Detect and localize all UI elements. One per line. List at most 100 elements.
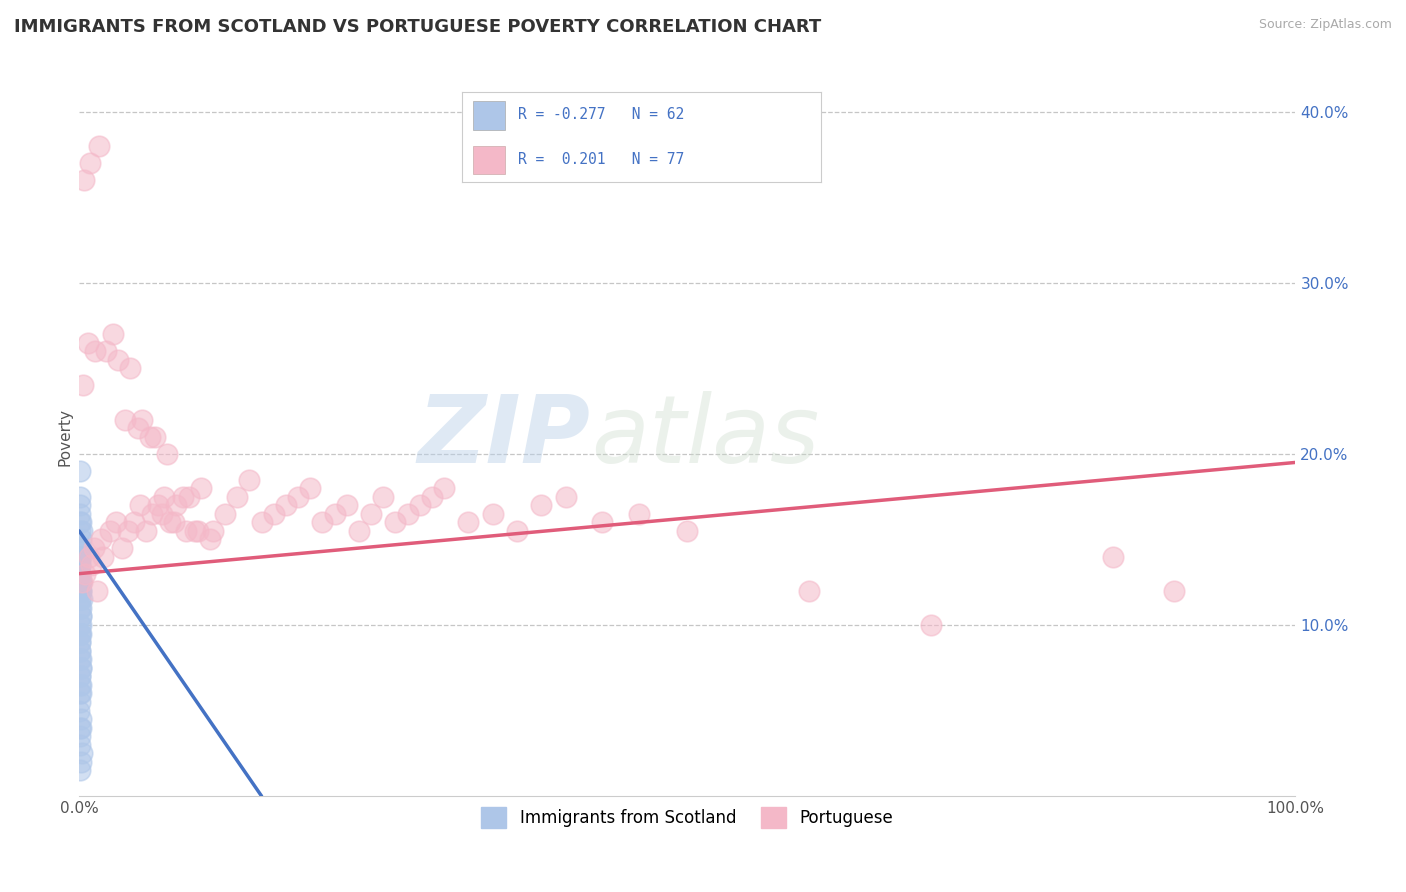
Point — [920, 618, 942, 632]
Point — [69, 609, 91, 624]
Point — [69, 635, 91, 649]
Point — [131, 412, 153, 426]
Point — [676, 524, 699, 538]
Point — [187, 524, 209, 538]
Point — [94, 344, 117, 359]
Point — [114, 412, 136, 426]
Point — [69, 541, 91, 555]
Text: atlas: atlas — [591, 392, 820, 483]
Point — [69, 643, 91, 657]
Point — [69, 549, 91, 564]
Text: ZIP: ZIP — [418, 391, 591, 483]
Point — [69, 704, 91, 718]
Point — [70, 541, 93, 555]
Point — [98, 524, 121, 538]
Point — [373, 490, 395, 504]
Point — [120, 361, 142, 376]
Point — [70, 652, 93, 666]
Point — [69, 618, 91, 632]
Point — [150, 507, 173, 521]
Point — [69, 626, 91, 640]
Point — [69, 652, 91, 666]
Point — [90, 533, 112, 547]
Point — [80, 558, 103, 573]
Point — [69, 583, 91, 598]
Point — [69, 507, 91, 521]
Point — [69, 524, 91, 538]
Point — [70, 516, 93, 530]
Point — [69, 498, 91, 512]
Point — [238, 473, 260, 487]
Point — [69, 575, 91, 590]
Point — [69, 764, 91, 778]
Point — [129, 498, 152, 512]
Point — [250, 516, 273, 530]
Point — [69, 643, 91, 657]
Point — [409, 498, 432, 512]
Point — [274, 498, 297, 512]
Point — [69, 721, 91, 735]
Point — [70, 686, 93, 700]
Point — [86, 583, 108, 598]
Point — [420, 490, 443, 504]
Point — [70, 755, 93, 769]
Point — [69, 695, 91, 709]
Point — [69, 558, 91, 573]
Point — [172, 490, 194, 504]
Point — [70, 626, 93, 640]
Point — [797, 583, 820, 598]
Point — [1163, 583, 1185, 598]
Point — [69, 566, 91, 581]
Point — [69, 600, 91, 615]
Point — [69, 490, 91, 504]
Point — [84, 344, 107, 359]
Point — [311, 516, 333, 530]
Text: Source: ZipAtlas.com: Source: ZipAtlas.com — [1258, 18, 1392, 31]
Point — [70, 747, 93, 761]
Point — [117, 524, 139, 538]
Point — [69, 686, 91, 700]
Point — [70, 583, 93, 598]
Point — [69, 516, 91, 530]
Point — [69, 661, 91, 675]
Point — [75, 566, 97, 581]
Point — [1102, 549, 1125, 564]
Point — [104, 516, 127, 530]
Point — [69, 635, 91, 649]
Point — [396, 507, 419, 521]
Point — [69, 566, 91, 581]
Point — [69, 721, 91, 735]
Point — [69, 549, 91, 564]
Point — [69, 583, 91, 598]
Point — [69, 592, 91, 607]
Point — [591, 516, 613, 530]
Point — [73, 173, 96, 187]
Point — [69, 464, 91, 478]
Point — [299, 481, 322, 495]
Point — [457, 516, 479, 530]
Point — [174, 524, 197, 538]
Point — [69, 549, 91, 564]
Point — [69, 592, 91, 607]
Point — [101, 327, 124, 342]
Point — [69, 669, 91, 683]
Point — [69, 533, 91, 547]
Point — [554, 490, 576, 504]
Point — [69, 661, 91, 675]
Point — [70, 592, 93, 607]
Point — [336, 498, 359, 512]
Point — [481, 507, 503, 521]
Point — [69, 669, 91, 683]
Point — [70, 524, 93, 538]
Point — [360, 507, 382, 521]
Point — [69, 600, 91, 615]
Point — [190, 481, 212, 495]
Point — [156, 447, 179, 461]
Point — [69, 566, 91, 581]
Point — [141, 507, 163, 521]
Point — [384, 516, 406, 530]
Text: IMMIGRANTS FROM SCOTLAND VS PORTUGUESE POVERTY CORRELATION CHART: IMMIGRANTS FROM SCOTLAND VS PORTUGUESE P… — [14, 18, 821, 36]
Point — [177, 490, 200, 504]
Point — [70, 712, 93, 726]
Point — [69, 541, 91, 555]
